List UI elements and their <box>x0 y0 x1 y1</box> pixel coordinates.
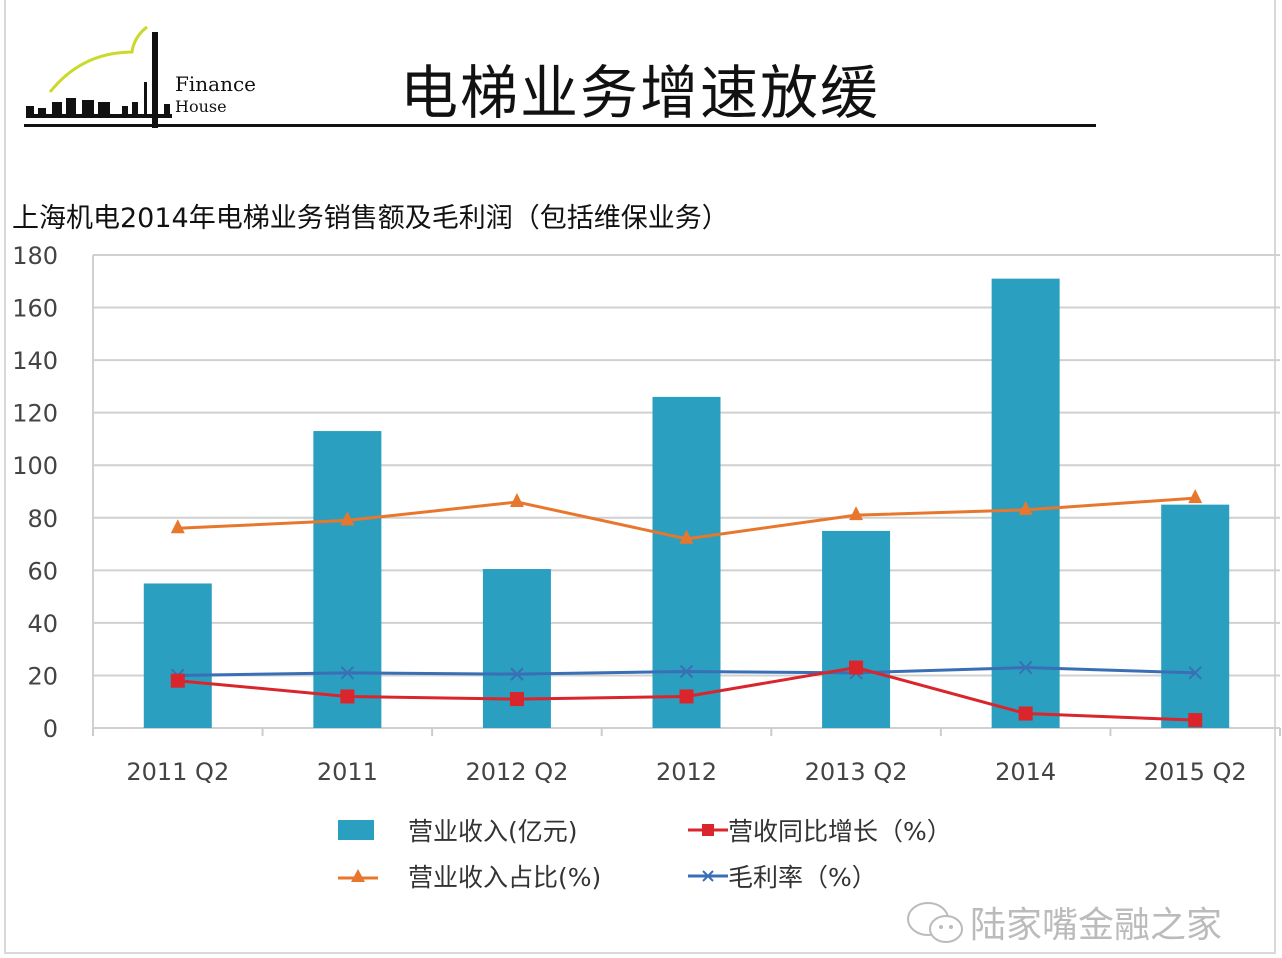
wechat-icon <box>907 902 963 943</box>
y-tick-label: 120 <box>12 400 58 428</box>
logo: Finance House <box>22 22 282 130</box>
point-share <box>170 519 185 534</box>
point-growth <box>509 692 524 707</box>
legend-item-revenue: 营业收入(亿元) <box>338 812 578 848</box>
y-tick-label: 20 <box>27 662 58 690</box>
skyline-logo-icon <box>26 25 172 128</box>
slide-frame <box>4 0 1276 954</box>
point-growth <box>340 689 355 704</box>
legend-label: 营业收入占比(%) <box>408 863 602 892</box>
y-tick-label: 140 <box>12 347 58 375</box>
bar-revenue <box>1161 504 1230 728</box>
point-growth <box>1018 706 1033 721</box>
point-growth <box>170 673 185 688</box>
point-share <box>509 493 524 508</box>
legend-bar-swatch-icon <box>338 820 374 840</box>
slide-title: 电梯业务增速放缓 <box>400 59 881 127</box>
legend-item-growth: 营收同比增长（%） <box>688 812 952 848</box>
legend-square-marker-icon <box>688 824 728 836</box>
point-share <box>1018 500 1033 515</box>
watermark: 陆家嘴金融之家 <box>900 896 1222 948</box>
point-margin <box>1018 660 1033 675</box>
point-growth <box>849 660 864 675</box>
y-tick-label: 40 <box>27 610 58 638</box>
y-tick-label: 0 <box>43 715 58 743</box>
legend-item-share: 营业收入占比(%) <box>338 858 601 894</box>
legend-label: 营收同比增长（%） <box>728 817 952 846</box>
point-margin <box>510 667 524 681</box>
point-share <box>1188 489 1203 504</box>
title-divider <box>24 124 1096 127</box>
point-share <box>340 511 355 526</box>
point-growth <box>679 689 694 704</box>
legend-x-marker-icon <box>688 870 728 882</box>
x-tick-label: 2011 <box>317 758 378 786</box>
point-margin <box>340 666 355 680</box>
logo-text-house: House <box>175 97 227 116</box>
x-tick-label: 2012 Q2 <box>465 758 568 786</box>
x-tick-label: 2015 Q2 <box>1144 758 1247 786</box>
logo-text-finance: Finance <box>175 72 256 96</box>
chart-plot: 0 20 40 60 80 100 120 140 160 180 2011 Q2 2011 2012 … <box>12 242 1281 786</box>
point-margin <box>679 664 694 679</box>
bar-revenue <box>143 583 212 728</box>
bar-revenue <box>652 396 721 728</box>
point-share <box>679 529 694 544</box>
y-tick-label: 60 <box>27 557 58 585</box>
y-tick-label: 80 <box>27 505 58 533</box>
y-tick-label: 180 <box>12 242 58 270</box>
legend-triangle-marker-icon <box>338 869 378 882</box>
bar-revenue <box>313 431 382 728</box>
point-growth <box>1188 713 1203 728</box>
x-tick-label: 2013 Q2 <box>805 758 908 786</box>
legend-label: 营业收入(亿元) <box>408 817 578 846</box>
legend-item-margin: 毛利率（%） <box>688 858 877 894</box>
x-tick-label: 2012 <box>656 758 717 786</box>
chart-title: 上海机电2014年电梯业务销售额及毛利润（包括维保业务） <box>12 203 729 234</box>
bar-revenue <box>822 530 891 728</box>
y-tick-label: 100 <box>12 452 58 480</box>
legend-label: 毛利率（%） <box>728 863 877 892</box>
x-tick-label: 2011 Q2 <box>126 758 229 786</box>
x-tick-label: 2014 <box>995 758 1056 786</box>
watermark-text: 陆家嘴金融之家 <box>970 905 1223 946</box>
y-tick-label: 160 <box>12 295 58 323</box>
point-margin <box>1188 666 1202 680</box>
point-share <box>849 506 864 521</box>
